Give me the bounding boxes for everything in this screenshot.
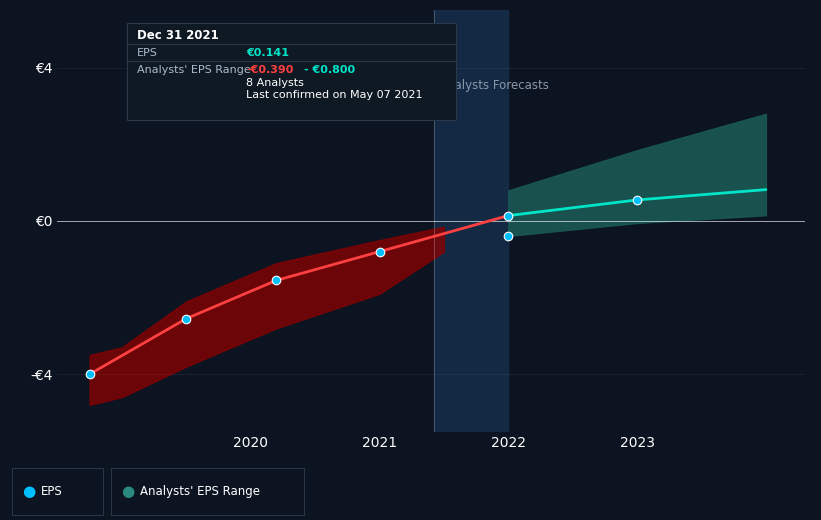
- Text: ●: ●: [121, 484, 134, 499]
- Text: €0.141: €0.141: [246, 48, 289, 58]
- Point: [83, 370, 96, 379]
- Text: Dec 31 2021: Dec 31 2021: [137, 29, 219, 42]
- Text: Analysts' EPS Range: Analysts' EPS Range: [140, 485, 259, 498]
- Point: [270, 276, 283, 284]
- Point: [180, 315, 193, 323]
- Text: -€0.390: -€0.390: [246, 65, 294, 75]
- Point: [631, 196, 644, 204]
- Text: EPS: EPS: [137, 48, 158, 58]
- Point: [502, 232, 515, 240]
- Point: [373, 248, 386, 256]
- Text: - €0.800: - €0.800: [304, 65, 355, 75]
- Text: ●: ●: [22, 484, 35, 499]
- Text: EPS: EPS: [41, 485, 62, 498]
- Text: Analysts Forecasts: Analysts Forecasts: [438, 80, 548, 93]
- Bar: [433, 10, 508, 432]
- Text: Last confirmed on May 07 2021: Last confirmed on May 07 2021: [246, 90, 423, 100]
- Text: 8 Analysts: 8 Analysts: [246, 78, 304, 88]
- Point: [502, 212, 515, 220]
- Text: Analysts' EPS Range: Analysts' EPS Range: [137, 65, 251, 75]
- Text: Actual: Actual: [392, 80, 429, 93]
